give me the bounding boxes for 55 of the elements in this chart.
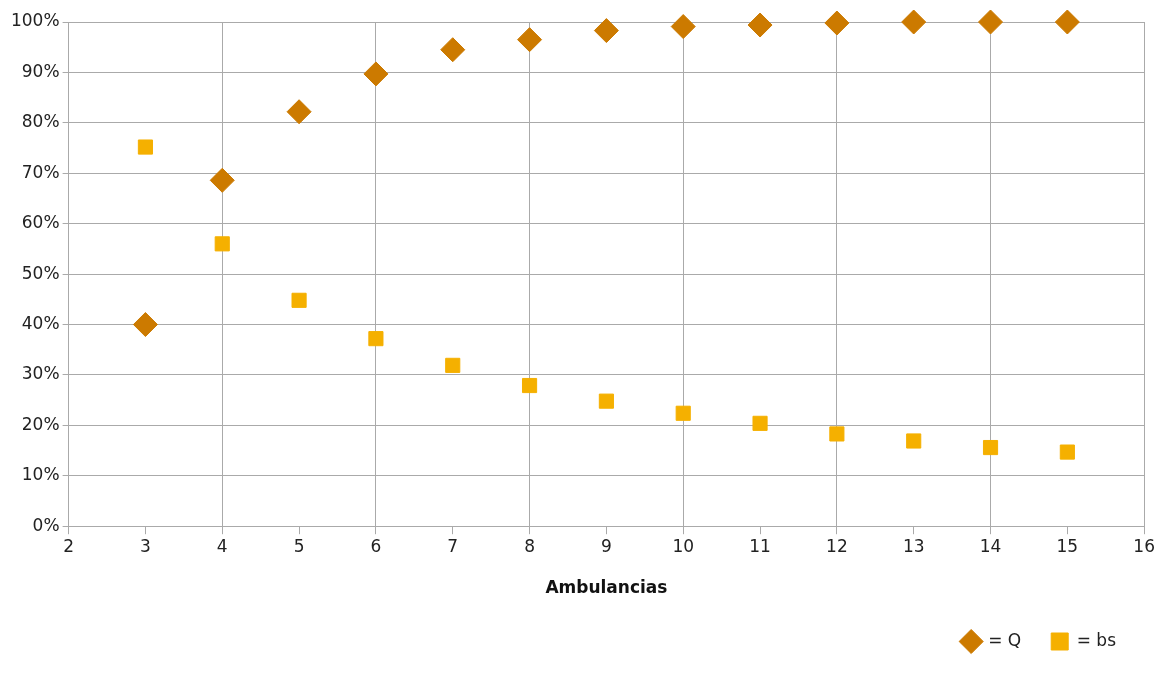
y-tick-label: 70% [21, 161, 60, 182]
x-tick-label: 14 [979, 535, 1002, 556]
x-tick-label: 16 [1133, 535, 1155, 556]
point [214, 236, 230, 252]
x-tick-label: 3 [140, 535, 151, 556]
point [1054, 9, 1080, 35]
legend-label: = Q [988, 629, 1022, 650]
point [593, 18, 619, 44]
y-tick-label: 0% [32, 514, 60, 535]
point [445, 357, 461, 373]
x-axis-title: Ambulancias [545, 577, 668, 598]
x-tick-label: 6 [370, 535, 382, 556]
point [978, 9, 1004, 35]
y-tick-label: 90% [21, 60, 60, 81]
point [286, 99, 312, 125]
point [209, 167, 235, 193]
x-tick-label: 8 [524, 535, 535, 556]
x-tick-label: 11 [749, 535, 771, 556]
point [517, 27, 543, 53]
x-tick-label: 9 [600, 535, 612, 556]
point [368, 331, 384, 347]
point [521, 377, 538, 394]
point [752, 415, 768, 431]
point [901, 9, 927, 35]
y-tick-label: 80% [21, 111, 60, 132]
x-tick-label: 15 [1056, 535, 1079, 556]
point [670, 14, 696, 40]
y-tick-label: 50% [21, 262, 60, 283]
legend-label: = bs [1076, 629, 1117, 650]
x-tick-label: 10 [672, 535, 695, 556]
point [598, 393, 614, 409]
point [132, 312, 158, 338]
x-tick-label: 7 [447, 535, 459, 556]
point [982, 439, 999, 456]
point [291, 292, 307, 308]
point [1059, 444, 1075, 460]
y-tick-label: 40% [21, 312, 60, 333]
point [824, 10, 850, 36]
x-tick-label: 2 [63, 535, 75, 556]
x-tick-label: 5 [293, 535, 305, 556]
point [363, 61, 389, 87]
y-tick-label: 10% [21, 464, 60, 485]
y-tick-label: 20% [21, 413, 60, 434]
point [747, 12, 773, 38]
point [675, 405, 691, 421]
y-tick-label: 30% [21, 363, 60, 384]
x-tick-label: 4 [216, 535, 228, 556]
point [829, 426, 845, 442]
x-tick-label: 12 [826, 535, 848, 556]
point [906, 433, 922, 449]
y-tick-label: 100% [10, 10, 60, 31]
x-tick-label: 13 [902, 535, 925, 556]
point [137, 139, 153, 155]
y-tick-label: 60% [21, 212, 60, 233]
point [440, 37, 466, 63]
